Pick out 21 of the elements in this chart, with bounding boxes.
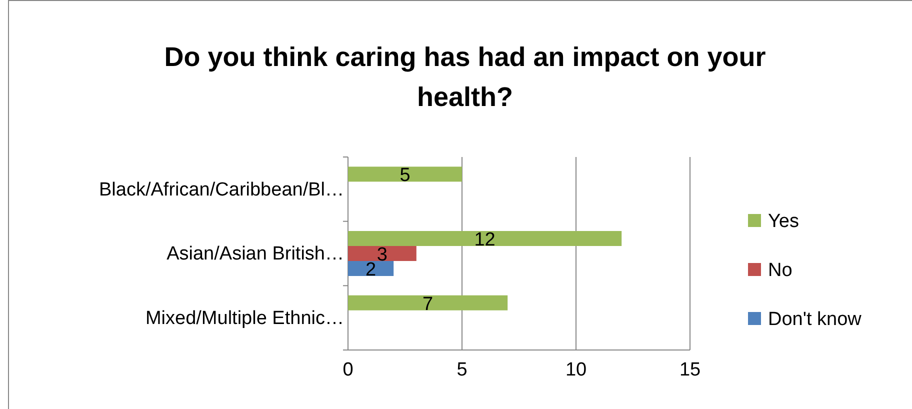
data-label: 2 xyxy=(366,260,376,280)
x-tick-label: 10 xyxy=(565,359,587,380)
data-label: 5 xyxy=(400,165,410,186)
x-tick-label: 15 xyxy=(679,359,701,380)
bar xyxy=(348,246,416,261)
bar xyxy=(348,166,462,182)
data-label: 7 xyxy=(422,294,434,315)
y-tick-label: Asian/Asian British… xyxy=(166,244,344,265)
legend-label: No xyxy=(768,260,792,281)
bar xyxy=(348,295,508,310)
x-tick-label: 5 xyxy=(456,359,468,380)
legend-label: Don't know xyxy=(768,309,862,330)
data-label: 3 xyxy=(376,244,388,266)
y-tick-label: Mixed/Multiple Ethnic… xyxy=(145,308,344,329)
bar xyxy=(348,231,622,246)
x-tick-label: 0 xyxy=(342,359,354,380)
chart-title: Do you think caring has had an impact on your health? xyxy=(164,42,766,112)
y-tick-label: Black/African/Caribbean/Bl… xyxy=(99,179,344,200)
bar xyxy=(348,261,394,276)
data-label: 12 xyxy=(474,230,496,250)
legend-label: Yes xyxy=(768,211,799,232)
